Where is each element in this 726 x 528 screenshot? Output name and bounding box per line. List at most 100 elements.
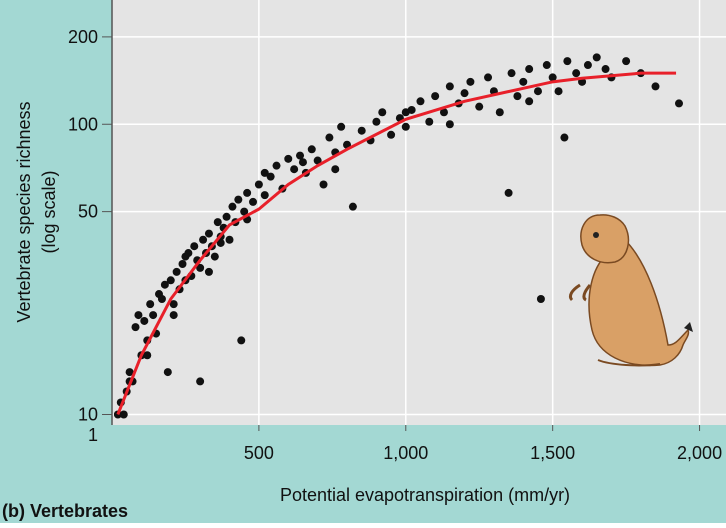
point: [560, 133, 569, 142]
x-tick-label: 1,500: [530, 443, 575, 463]
point: [583, 61, 592, 70]
point: [542, 61, 551, 70]
point: [533, 87, 542, 96]
point: [134, 311, 143, 320]
point: [169, 300, 178, 309]
marks: [113, 53, 683, 419]
point: [169, 311, 178, 320]
point: [337, 122, 346, 131]
y-tick-label: 50: [78, 202, 98, 222]
point: [331, 165, 340, 174]
point: [348, 202, 357, 211]
point: [475, 102, 484, 111]
point: [460, 89, 469, 98]
point: [592, 53, 601, 62]
panel-label: (b) Vertebrates: [2, 501, 128, 521]
point: [495, 108, 504, 117]
point: [416, 97, 425, 106]
point: [234, 195, 243, 204]
point: [237, 336, 246, 345]
x-tick-label: 2,000: [677, 443, 722, 463]
point: [484, 73, 493, 82]
point: [254, 180, 263, 189]
point: [149, 311, 158, 320]
point: [319, 180, 328, 189]
point: [146, 300, 155, 309]
point: [387, 130, 396, 139]
point: [548, 73, 557, 82]
point: [260, 191, 269, 200]
point: [601, 65, 610, 74]
point: [507, 69, 516, 78]
y-axis-note: (log scale): [39, 170, 59, 253]
point: [439, 108, 448, 117]
point: [125, 368, 134, 377]
point: [260, 168, 269, 177]
point: [204, 229, 213, 238]
point: [157, 294, 166, 303]
point: [163, 368, 172, 377]
point: [445, 120, 454, 129]
point: [190, 242, 199, 251]
point: [425, 117, 434, 126]
point: [563, 57, 572, 66]
point: [431, 92, 440, 101]
point: [307, 145, 316, 154]
point: [325, 133, 334, 142]
point: [196, 263, 205, 272]
point: [401, 108, 410, 117]
point: [204, 267, 213, 276]
y-axis-label: Vertebrate species richness: [14, 101, 34, 322]
point: [290, 165, 299, 174]
prairie-dog-illustration: [568, 214, 693, 367]
point: [622, 57, 631, 66]
point: [243, 188, 252, 197]
point: [196, 377, 205, 386]
x-tick-label: 1,000: [383, 443, 428, 463]
point: [372, 117, 381, 126]
point: [131, 323, 140, 332]
y-tick-label: 200: [68, 27, 98, 47]
point: [651, 82, 660, 91]
point: [166, 276, 175, 285]
point: [213, 218, 222, 227]
point: [216, 238, 225, 247]
point: [357, 126, 366, 135]
point: [401, 122, 410, 131]
point: [513, 92, 522, 101]
point: [674, 99, 683, 108]
fit-curve: [116, 71, 677, 416]
point: [378, 108, 387, 117]
point: [313, 156, 322, 165]
x-tick-label: 500: [244, 443, 274, 463]
point: [143, 351, 152, 360]
point: [525, 65, 534, 74]
point: [178, 260, 187, 269]
point: [225, 235, 234, 244]
point: [272, 161, 281, 170]
y-tick-label: 100: [68, 114, 98, 134]
point: [119, 410, 128, 419]
point: [536, 294, 545, 303]
point: [240, 207, 249, 216]
point: [284, 154, 293, 163]
point: [249, 197, 258, 206]
point: [504, 188, 513, 197]
point: [210, 252, 219, 261]
grid: [112, 0, 726, 425]
y-tick-label: 10: [78, 404, 98, 424]
point: [572, 69, 581, 78]
point: [298, 158, 307, 167]
point: [140, 316, 149, 325]
point: [554, 87, 563, 96]
point: [172, 267, 181, 276]
point: [199, 235, 208, 244]
x-axis-label: Potential evapotranspiration (mm/yr): [280, 485, 570, 505]
point: [525, 97, 534, 106]
axis-break-label: 1: [88, 425, 98, 445]
point: [296, 151, 305, 160]
point: [160, 280, 169, 289]
point: [222, 212, 231, 221]
point: [519, 77, 528, 86]
